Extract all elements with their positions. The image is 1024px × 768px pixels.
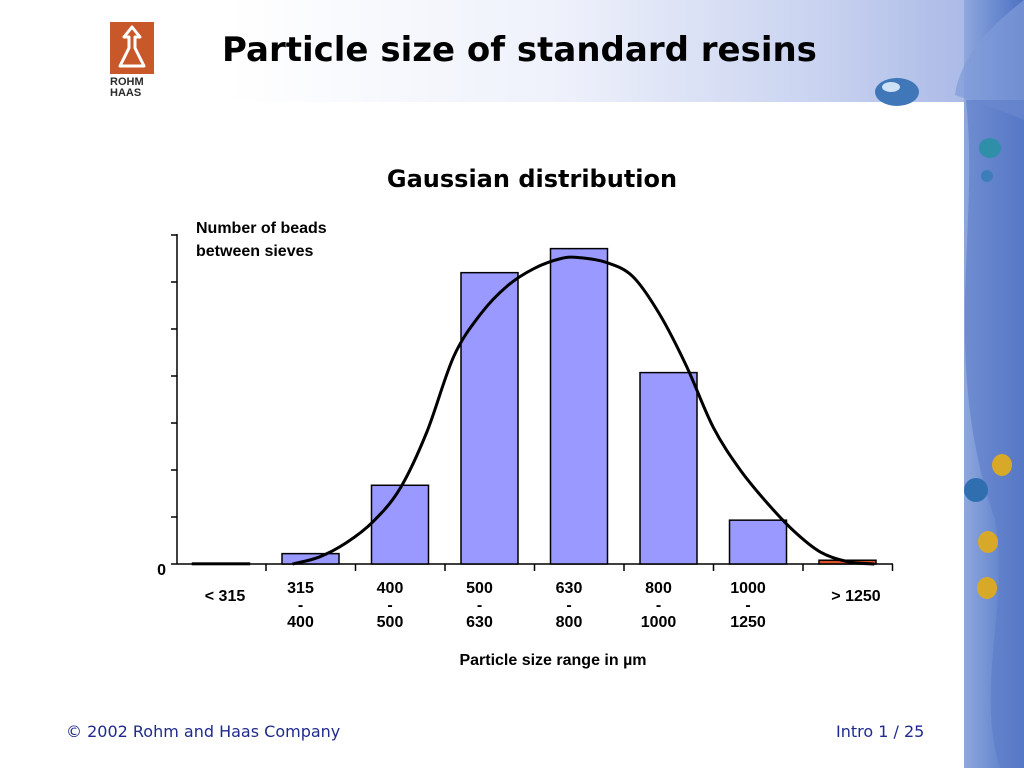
x-tick-label-line: 400 xyxy=(377,580,404,597)
x-tick-label-line: - xyxy=(387,597,392,614)
bar xyxy=(639,371,698,565)
y-axis-label: Number of beads between sieves xyxy=(196,220,331,260)
bubble-icon xyxy=(882,82,900,92)
bar xyxy=(728,519,788,565)
footer-copyright: © 2002 Rohm and Haas Company xyxy=(66,722,341,741)
x-tick-label: < 315 xyxy=(205,588,246,605)
bars xyxy=(191,247,877,566)
x-tick-label-line: - xyxy=(745,597,750,614)
logo-text-rohm: ROHM xyxy=(110,76,144,88)
x-tick-label-line: - xyxy=(298,597,303,614)
bar xyxy=(460,271,519,565)
x-tick-label-line: 500 xyxy=(377,614,404,631)
logo-text-haas: HAAS xyxy=(110,87,142,99)
x-tick-label-line: - xyxy=(566,597,571,614)
x-tick-label: 1000 -1250 xyxy=(730,580,766,631)
bubble-icon xyxy=(978,531,998,553)
x-tick-label: 315 -400 xyxy=(287,580,314,631)
bar-chart: Gaussian distribution Number of beads be… xyxy=(157,165,894,669)
x-tick-label-line: 315 xyxy=(287,580,314,597)
x-tick-label-line: - xyxy=(477,597,482,614)
y-tick-label: 0 xyxy=(157,562,166,579)
x-tick-label-line: 1000 xyxy=(641,614,677,631)
chart-title: Gaussian distribution xyxy=(387,165,677,193)
logo-flask-icon xyxy=(110,22,154,74)
x-axis-label: Particle size range in µm xyxy=(459,652,646,669)
flask-icon xyxy=(118,25,146,68)
bubble-icon xyxy=(981,170,993,182)
company-logo: ROHM HAAS xyxy=(110,22,156,104)
x-tick-label-line: 400 xyxy=(287,614,314,631)
x-tick-label: > 1250 xyxy=(831,588,880,605)
y-axis-label-line2: between sieves xyxy=(196,243,314,260)
decorative-wave-shape xyxy=(955,0,1024,120)
x-tick-label-line: 500 xyxy=(466,580,493,597)
bar xyxy=(549,247,609,565)
x-tick-label-line: - xyxy=(656,597,661,614)
x-tick-label-line: 1250 xyxy=(730,614,766,631)
header-band xyxy=(0,0,1024,102)
decorative-wave-shape xyxy=(964,100,1024,768)
bubble-icon xyxy=(979,138,1001,158)
x-tick-label-line: 800 xyxy=(645,580,672,597)
bar xyxy=(370,484,430,565)
x-tick-label: 800 -1000 xyxy=(641,580,677,631)
x-tick-label: 630 -800 xyxy=(556,580,583,631)
x-tick-label-line: 630 xyxy=(466,614,493,631)
x-tick-label-line: 800 xyxy=(556,614,583,631)
x-tick-label: 500 -630 xyxy=(466,580,493,631)
bubble-icon xyxy=(964,478,988,502)
footer-page-number: Intro 1 / 25 xyxy=(836,722,925,741)
x-tick-label: 400 -500 xyxy=(377,580,404,631)
x-tick-label-line: 630 xyxy=(556,580,583,597)
bubble-icon xyxy=(992,454,1012,476)
x-ticks xyxy=(265,564,894,571)
y-ticks xyxy=(171,234,177,565)
gaussian-curve xyxy=(292,255,875,566)
x-tick-label-line: 1000 xyxy=(730,580,766,597)
bubble-icon xyxy=(977,577,997,599)
slide-title: Particle size of standard resins xyxy=(222,30,817,70)
bar xyxy=(191,562,251,566)
y-axis-label-line1: Number of beads xyxy=(196,220,327,237)
